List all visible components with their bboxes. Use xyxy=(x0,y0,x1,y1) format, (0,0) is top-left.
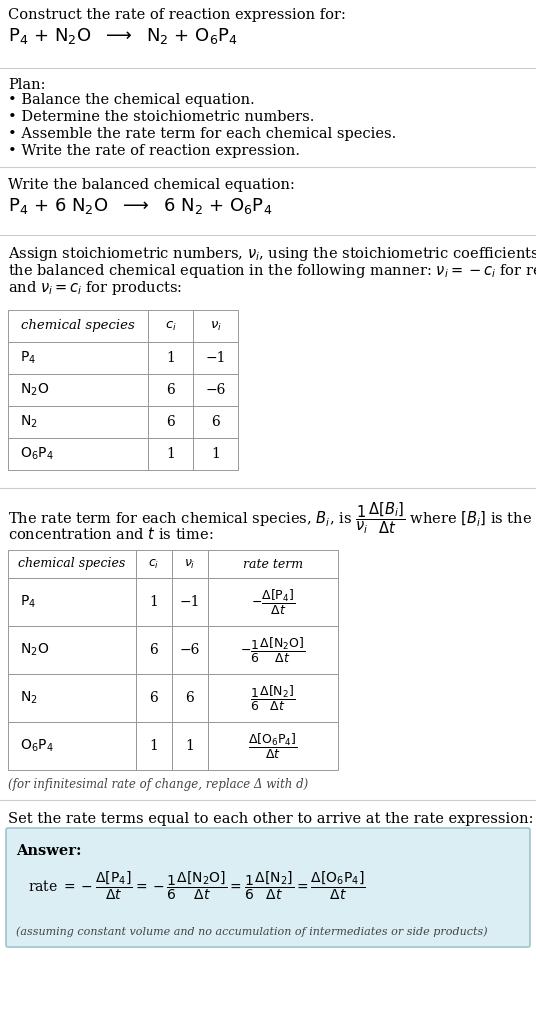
Text: 6: 6 xyxy=(150,691,158,705)
Text: • Determine the stoichiometric numbers.: • Determine the stoichiometric numbers. xyxy=(8,110,315,124)
Text: Construct the rate of reaction expression for:: Construct the rate of reaction expressio… xyxy=(8,8,346,22)
Bar xyxy=(8,578,136,626)
Bar xyxy=(148,310,193,342)
Text: 6: 6 xyxy=(166,383,175,397)
Bar xyxy=(208,626,338,674)
Bar xyxy=(136,626,172,674)
Text: Write the balanced chemical equation:: Write the balanced chemical equation: xyxy=(8,178,295,192)
Text: $\mathsf{P_4}$: $\mathsf{P_4}$ xyxy=(20,350,36,366)
Bar xyxy=(172,550,208,578)
Bar xyxy=(148,374,193,406)
Text: Set the rate terms equal to each other to arrive at the rate expression:: Set the rate terms equal to each other t… xyxy=(8,812,533,826)
Bar xyxy=(208,674,338,722)
Text: $\mathsf{O_6P_4}$: $\mathsf{O_6P_4}$ xyxy=(20,446,54,462)
Text: The rate term for each chemical species, $B_i$, is $\dfrac{1}{\nu_i}\dfrac{\Delt: The rate term for each chemical species,… xyxy=(8,499,536,536)
Bar xyxy=(193,342,238,374)
Text: $\dfrac{1}{6}\dfrac{\Delta[\mathsf{N_2}]}{\Delta t}$: $\dfrac{1}{6}\dfrac{\Delta[\mathsf{N_2}]… xyxy=(250,683,296,712)
Text: 6: 6 xyxy=(211,415,220,429)
Bar xyxy=(148,406,193,438)
Text: Plan:: Plan: xyxy=(8,78,46,92)
Bar xyxy=(172,674,208,722)
Text: • Assemble the rate term for each chemical species.: • Assemble the rate term for each chemic… xyxy=(8,127,396,141)
Text: 1: 1 xyxy=(150,739,159,753)
Bar xyxy=(8,342,148,374)
Bar xyxy=(136,578,172,626)
Bar xyxy=(148,342,193,374)
Text: $c_i$: $c_i$ xyxy=(165,320,176,332)
Text: 6: 6 xyxy=(166,415,175,429)
Text: $\mathsf{P_4}$ + 6 $\mathsf{N_2O}$  $\longrightarrow$  6 $\mathsf{N_2}$ + $\math: $\mathsf{P_4}$ + 6 $\mathsf{N_2O}$ $\lon… xyxy=(8,196,272,216)
Bar xyxy=(8,406,148,438)
Text: the balanced chemical equation in the following manner: $\nu_i = -c_i$ for react: the balanced chemical equation in the fo… xyxy=(8,262,536,280)
Text: $\mathsf{N_2O}$: $\mathsf{N_2O}$ xyxy=(20,382,49,398)
Text: $\mathsf{O_6P_4}$: $\mathsf{O_6P_4}$ xyxy=(20,738,54,754)
Text: $\nu_i$: $\nu_i$ xyxy=(210,320,221,332)
Bar xyxy=(8,310,148,342)
Text: −6: −6 xyxy=(180,643,200,657)
Bar xyxy=(8,550,136,578)
Bar xyxy=(8,374,148,406)
Bar xyxy=(172,578,208,626)
Bar xyxy=(136,550,172,578)
Text: $\mathsf{P_4}$ + $\mathsf{N_2O}$  $\longrightarrow$  $\mathsf{N_2}$ + $\mathsf{O: $\mathsf{P_4}$ + $\mathsf{N_2O}$ $\longr… xyxy=(8,26,238,46)
Bar xyxy=(193,374,238,406)
Text: $\mathsf{P_4}$: $\mathsf{P_4}$ xyxy=(20,593,36,610)
Bar xyxy=(8,626,136,674)
Text: (for infinitesimal rate of change, replace Δ with d): (for infinitesimal rate of change, repla… xyxy=(8,778,308,791)
Text: Answer:: Answer: xyxy=(16,844,81,858)
Bar xyxy=(148,438,193,470)
Text: 1: 1 xyxy=(150,595,159,609)
Text: 1: 1 xyxy=(166,447,175,461)
Text: 1: 1 xyxy=(185,739,195,753)
Text: • Balance the chemical equation.: • Balance the chemical equation. xyxy=(8,93,255,107)
Text: $\mathsf{N_2}$: $\mathsf{N_2}$ xyxy=(20,689,38,706)
Bar xyxy=(193,406,238,438)
Bar xyxy=(208,550,338,578)
Text: $\mathsf{N_2O}$: $\mathsf{N_2O}$ xyxy=(20,642,49,658)
Text: $-\dfrac{\Delta[\mathsf{P_4}]}{\Delta t}$: $-\dfrac{\Delta[\mathsf{P_4}]}{\Delta t}… xyxy=(251,587,295,616)
Text: • Write the rate of reaction expression.: • Write the rate of reaction expression. xyxy=(8,144,300,158)
Text: 6: 6 xyxy=(185,691,195,705)
Text: (assuming constant volume and no accumulation of intermediates or side products): (assuming constant volume and no accumul… xyxy=(16,926,488,937)
Text: −6: −6 xyxy=(205,383,226,397)
Text: 1: 1 xyxy=(211,447,220,461)
Text: rate $= -\dfrac{\Delta[\mathsf{P_4}]}{\Delta t} = -\dfrac{1}{6}\dfrac{\Delta[\ma: rate $= -\dfrac{\Delta[\mathsf{P_4}]}{\D… xyxy=(28,870,366,902)
Text: rate term: rate term xyxy=(243,557,303,571)
Text: $\nu_i$: $\nu_i$ xyxy=(184,557,196,571)
Text: 1: 1 xyxy=(166,351,175,365)
Bar xyxy=(172,626,208,674)
Text: $\dfrac{\Delta[\mathsf{O_6P_4}]}{\Delta t}$: $\dfrac{\Delta[\mathsf{O_6P_4}]}{\Delta … xyxy=(248,732,298,761)
Bar xyxy=(208,578,338,626)
Text: chemical species: chemical species xyxy=(18,557,125,571)
Text: $c_i$: $c_i$ xyxy=(148,557,160,571)
Bar xyxy=(136,722,172,770)
Text: and $\nu_i = c_i$ for products:: and $\nu_i = c_i$ for products: xyxy=(8,279,182,297)
Bar xyxy=(208,722,338,770)
FancyBboxPatch shape xyxy=(6,828,530,947)
Bar xyxy=(8,674,136,722)
Text: chemical species: chemical species xyxy=(21,320,135,332)
Bar xyxy=(172,722,208,770)
Text: concentration and $t$ is time:: concentration and $t$ is time: xyxy=(8,526,213,542)
Text: −1: −1 xyxy=(205,351,226,365)
Bar xyxy=(193,438,238,470)
Text: $\mathsf{N_2}$: $\mathsf{N_2}$ xyxy=(20,414,38,430)
Text: −1: −1 xyxy=(180,595,200,609)
Bar xyxy=(193,310,238,342)
Text: $-\dfrac{1}{6}\dfrac{\Delta[\mathsf{N_2O}]}{\Delta t}$: $-\dfrac{1}{6}\dfrac{\Delta[\mathsf{N_2O… xyxy=(240,636,306,665)
Bar xyxy=(136,674,172,722)
Bar xyxy=(8,438,148,470)
Bar xyxy=(8,722,136,770)
Text: 6: 6 xyxy=(150,643,158,657)
Text: Assign stoichiometric numbers, $\nu_i$, using the stoichiometric coefficients, $: Assign stoichiometric numbers, $\nu_i$, … xyxy=(8,245,536,263)
